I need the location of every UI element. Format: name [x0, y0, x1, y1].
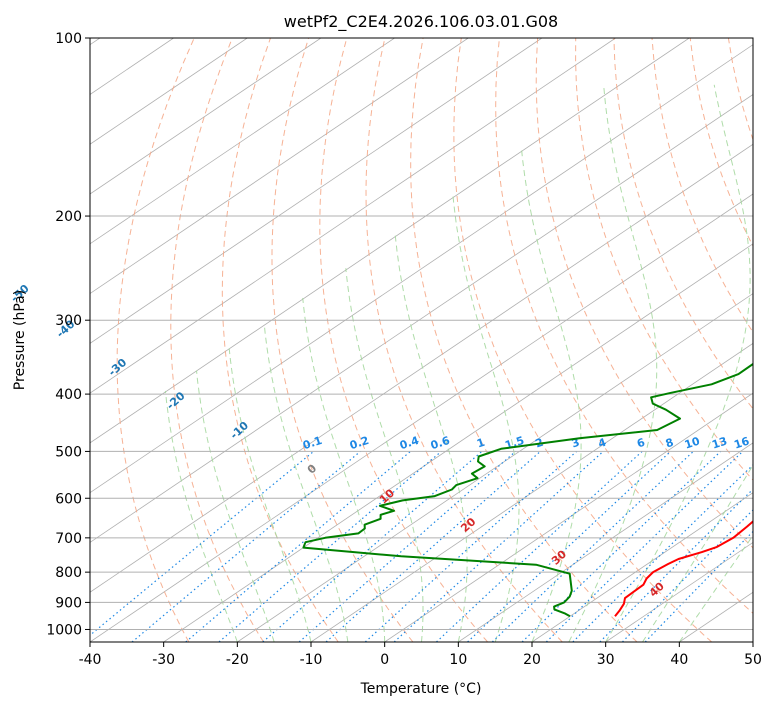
dry-adiabat-line [453, 38, 713, 642]
y-axis-ticks: 100 200 300 400 500 600 700 800 900 1000 [46, 31, 90, 638]
mixing-ratio-label: 16 [732, 434, 751, 451]
moist-adiabat-line [263, 324, 349, 642]
mixing-ratio-line [131, 450, 361, 642]
dry-adiabat-line [365, 38, 563, 642]
isotherm-line [90, 38, 543, 344]
y-tick-label: 500 [55, 444, 82, 460]
plot-frame [89, 37, 754, 643]
isotherm-line [90, 38, 248, 145]
y-tick-label: 900 [55, 595, 82, 611]
isotherm-line [90, 38, 469, 295]
y-tick-label: 400 [55, 387, 82, 403]
x-tick-label: -30 [152, 652, 175, 668]
y-tick-label: 800 [55, 565, 82, 581]
isotherm-line [90, 38, 690, 444]
mixing-ratio-line [262, 450, 483, 642]
mixing-ratio-label: 6 [635, 436, 647, 451]
moist-adiabat-line [302, 297, 386, 642]
mixing-ratio-line [599, 488, 753, 642]
x-tick-label: -10 [300, 652, 323, 668]
isotherm-line [90, 93, 753, 543]
y-tick-label: 300 [55, 313, 82, 329]
mixing-ratio-line [467, 450, 672, 642]
dry-adiabat-line [319, 38, 488, 642]
moist-adiabat-line [228, 348, 312, 642]
x-tick-label: 20 [523, 652, 541, 668]
x-axis-ticks: -40 -30 -20 -10 0 10 20 30 40 50 [79, 642, 762, 668]
isotherm-line [384, 392, 753, 642]
y-tick-label: 700 [55, 531, 82, 547]
mixing-ratio-label: 0.1 [301, 434, 324, 452]
y-axis-label: Pressure (hPa) [12, 290, 28, 390]
dewpoint-profile-line [302, 362, 753, 618]
mixing-ratio-label: 0.2 [348, 434, 371, 452]
x-tick-label: 40 [670, 652, 688, 668]
moist-adiabat-line [394, 234, 468, 642]
mixing-ratio-label: 4 [596, 436, 608, 451]
sounding-profiles [302, 362, 753, 618]
mixing-ratio-line [185, 450, 411, 642]
mixing-ratio-line [218, 450, 442, 642]
isotherm-line [310, 342, 753, 642]
isotherm-line [90, 193, 753, 642]
isotherm-line [237, 293, 753, 642]
mixing-ratio-label: 0.6 [429, 434, 452, 452]
mixing-ratio-line [90, 450, 314, 637]
isotherm-line [531, 492, 753, 642]
mixing-ratio-label: 8 [664, 436, 675, 451]
isotherm-line [90, 38, 395, 245]
isotherm-line [90, 44, 753, 494]
mixing-ratio-label: 13 [710, 435, 729, 452]
x-tick-label: -40 [79, 652, 102, 668]
moist-adiabat-line [452, 195, 520, 642]
moist-adiabat-line [568, 84, 658, 642]
mixing-ratio-line [325, 450, 541, 642]
mixing-ratio-label: 0.4 [398, 434, 421, 452]
mixing-ratio-line [491, 450, 694, 642]
isotherm-line [90, 38, 616, 394]
mixing-ratio-label: 1 [475, 436, 486, 451]
dry-adiabat-line [575, 38, 753, 481]
chart-title: wetPf2_C2E4.2026.106.03.01.G08 [284, 12, 558, 32]
y-tick-label: 600 [55, 491, 82, 507]
mixing-ratio-line [298, 450, 516, 642]
moist-adiabat-line [196, 370, 275, 642]
mixing-ratio-label: 10 [683, 434, 702, 451]
dry-adiabat-line [495, 38, 753, 614]
dry-adiabat-line [116, 38, 195, 642]
dry-adiabat-line [170, 38, 264, 642]
temperature-profile-line [614, 520, 753, 617]
x-tick-label: 0 [380, 652, 389, 668]
moist-adiabat-line [164, 390, 238, 642]
moist-adiabat-line [345, 268, 424, 642]
mixing-ratio-line [621, 509, 753, 642]
x-tick-label: 30 [597, 652, 615, 668]
mixing-ratio-line [435, 450, 643, 642]
background-lines [90, 38, 753, 642]
mixing-ratio-line [521, 450, 722, 642]
mixing-ratio-line [644, 530, 753, 642]
moist-adiabat-line [605, 84, 751, 642]
isotherm-line [90, 38, 322, 195]
y-tick-label: 100 [55, 31, 82, 47]
dry-adiabat-line [271, 38, 414, 642]
x-tick-label: 10 [449, 652, 467, 668]
x-axis-label: Temperature (°C) [360, 681, 482, 697]
isotherm-line [458, 442, 753, 642]
isotherm-line [90, 143, 753, 593]
x-tick-label: 50 [744, 652, 762, 668]
x-tick-label: -20 [226, 652, 249, 668]
mixing-ratio-label: 3 [570, 436, 581, 451]
y-tick-label: 1000 [46, 622, 82, 638]
y-tick-label: 200 [55, 209, 82, 225]
dry-adiabat-line [410, 38, 638, 642]
